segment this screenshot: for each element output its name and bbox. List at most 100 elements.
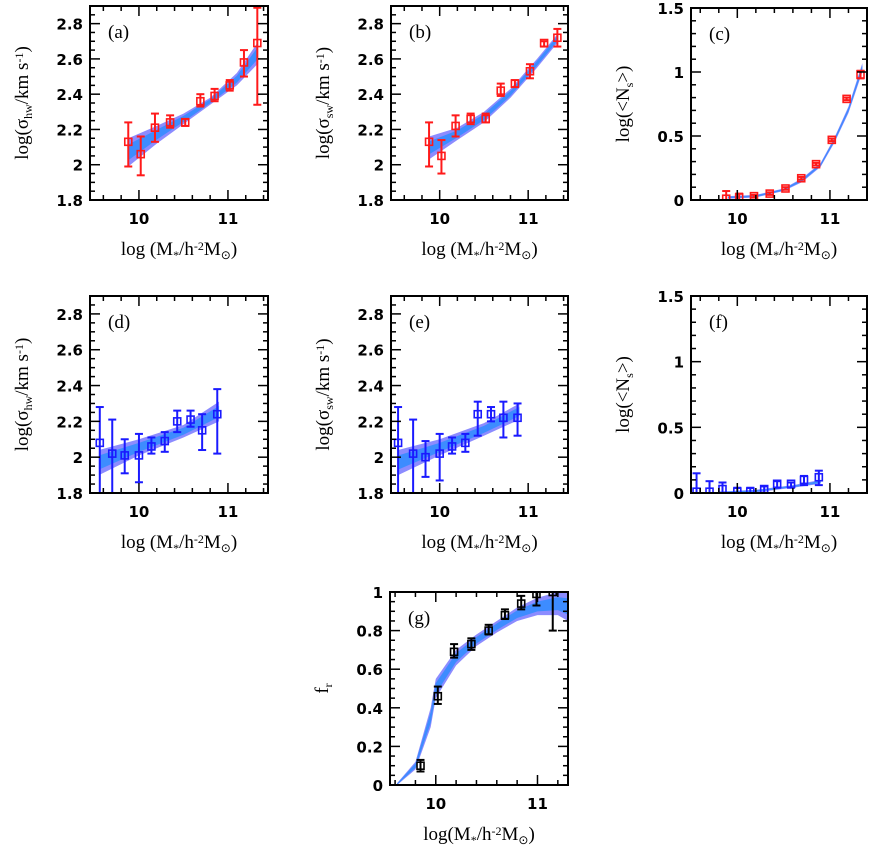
marker-square: [107, 449, 117, 458]
axes-frame: [690, 295, 868, 494]
data-point: [421, 440, 430, 478]
data-point: [772, 479, 782, 489]
marker-square: [799, 475, 809, 485]
label-text: log(σ: [313, 410, 334, 451]
x-axis-label: log (M*/h-2M⊙): [721, 239, 837, 262]
label-text: M: [804, 239, 821, 260]
y-tick-label: 2: [374, 449, 384, 467]
x-tick-label: 10: [129, 503, 150, 521]
axes-frame: [690, 7, 868, 201]
label-subscript: hw: [21, 395, 35, 410]
data-point: [811, 159, 821, 169]
label-text: M: [501, 824, 518, 845]
label-subscript: s: [622, 373, 636, 378]
label-text: M: [204, 532, 221, 553]
marker-square: [481, 114, 490, 124]
label-superscript: -1: [313, 53, 327, 63]
data-point: [481, 112, 490, 124]
marker-square: [500, 610, 510, 620]
label-subscript: ⊙: [521, 541, 531, 555]
marker-square: [466, 114, 475, 124]
label-superscript: -2: [794, 239, 804, 253]
label-subscript: ⊙: [821, 541, 831, 555]
marker-square: [196, 96, 205, 106]
label-subscript: hw: [21, 104, 35, 119]
data-point: [856, 69, 865, 80]
marker-square: [734, 193, 744, 200]
marker-square: [123, 137, 133, 147]
label-text: ): [231, 239, 237, 260]
data-point: [500, 608, 510, 621]
panel-label: (e): [409, 312, 430, 333]
marker-square: [548, 592, 558, 597]
label-subscript: ⊙: [221, 248, 231, 262]
y-tick-label: 2: [73, 157, 83, 175]
marker-square: [120, 451, 130, 460]
data-point: [447, 436, 457, 455]
y-tick-label: 1.5: [657, 0, 684, 18]
label-text: /h: [779, 239, 794, 260]
label-text: ): [231, 532, 237, 553]
marker-square: [212, 409, 222, 419]
model-band-inner: [397, 597, 568, 785]
marker-square: [539, 38, 549, 48]
x-tick-label: 10: [727, 210, 748, 228]
y-tick-label: 0.8: [356, 623, 383, 641]
marker-square: [421, 452, 430, 462]
y-axis-label: log(σsw/km s-1): [313, 338, 336, 450]
marker-square: [239, 58, 249, 67]
label-subscript: sw: [322, 396, 336, 410]
model-band-inner: [718, 480, 821, 493]
marker-square: [150, 123, 160, 132]
marker-square: [532, 592, 541, 599]
x-axis-label: log (M*/h-2M⊙): [721, 532, 837, 555]
label-text: log (M: [421, 239, 473, 260]
y-tick-label: 2.2: [56, 121, 83, 139]
label-text: ): [831, 532, 837, 553]
label-text: log(<N: [613, 378, 634, 433]
data-point: [107, 418, 117, 493]
marker-square: [484, 626, 493, 635]
marker-square: [765, 189, 775, 198]
marker-square: [172, 417, 182, 426]
data-point: [553, 27, 562, 48]
y-tick-label: 1: [674, 354, 684, 372]
x-axis-label: log (M*/h-2M⊙): [121, 532, 237, 555]
y-axis-label: log(<Ns>): [613, 356, 636, 433]
x-tick-label: 11: [518, 503, 539, 521]
label-text: /h: [480, 532, 495, 553]
label-superscript: -2: [494, 239, 504, 253]
y-tick-label: 0.5: [657, 419, 684, 437]
x-tick-label: 11: [218, 503, 239, 521]
marker-square: [842, 94, 851, 104]
marker-square: [499, 413, 508, 423]
data-point: [186, 409, 195, 428]
y-tick-label: 1.8: [56, 192, 83, 210]
label-subscript: ⊙: [521, 248, 531, 262]
data-point: [827, 135, 837, 145]
y-tick-label: 0: [373, 777, 383, 795]
x-axis-label: log (M*/h-2M⊙): [421, 239, 537, 262]
label-subscript: *: [474, 541, 480, 555]
y-tick-label: 0.6: [356, 661, 383, 679]
label-text: log (M: [721, 532, 773, 553]
data-point: [692, 472, 701, 493]
panel-b: 10 111.822.22.42.62.8 (b)log (M*/h-2M⊙)log…: [313, 5, 569, 262]
marker-square: [136, 149, 146, 159]
marker-square: [433, 691, 443, 701]
marker-square: [186, 415, 195, 424]
plot-area: [692, 469, 824, 493]
data-point: [136, 135, 146, 177]
panel-label: (a): [108, 22, 129, 43]
data-point: [510, 79, 520, 89]
label-subscript: s: [622, 82, 636, 87]
label-subscript: ⊙: [821, 248, 831, 262]
label-text: log(<N: [613, 87, 634, 142]
model-band-inner: [429, 36, 558, 155]
data-point: [433, 685, 443, 705]
marker-square: [447, 442, 457, 451]
data-point: [147, 436, 156, 455]
label-subscript: sw: [322, 105, 336, 119]
y-tick-label: 2.2: [357, 413, 384, 431]
data-point: [525, 63, 535, 80]
